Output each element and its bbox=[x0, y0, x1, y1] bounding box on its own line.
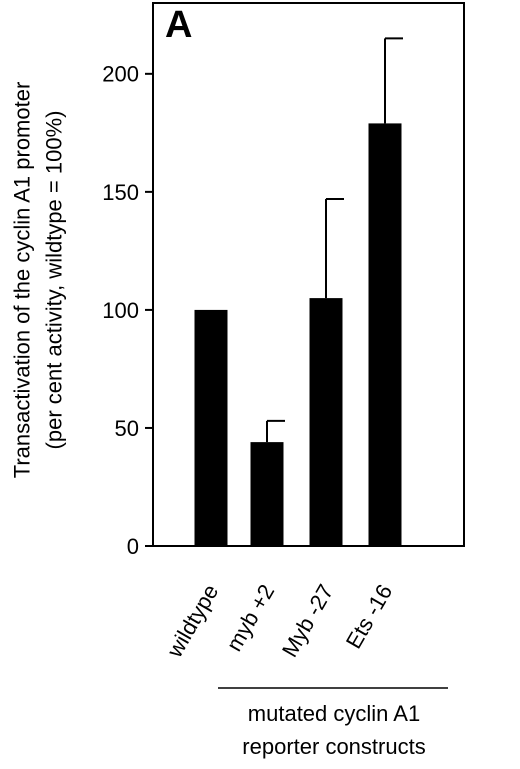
y-tick-label: 0 bbox=[127, 534, 139, 559]
error-bars bbox=[266, 37, 403, 443]
x-axis-title-line-2: reporter constructs bbox=[242, 734, 425, 759]
x-category-label-1: wildtype bbox=[161, 580, 223, 662]
y-tick-label: 200 bbox=[102, 62, 139, 87]
bars bbox=[194, 123, 402, 546]
x-category-label-3: Myb -27 bbox=[277, 580, 338, 661]
x-category-label-4: Ets -16 bbox=[341, 580, 398, 653]
panel-label: A bbox=[165, 4, 192, 46]
x-category-label-2: myb +2 bbox=[221, 580, 279, 656]
y-tick-label: 150 bbox=[102, 180, 139, 205]
y-tick-label: 50 bbox=[115, 416, 139, 441]
y-tick-label: 100 bbox=[102, 298, 139, 323]
y-axis-title-line-2: (per cent activity, wildtype = 100%) bbox=[42, 111, 67, 450]
bar-1 bbox=[194, 309, 228, 546]
bar-2 bbox=[250, 442, 284, 546]
bar-4 bbox=[368, 123, 402, 546]
plot-frame bbox=[152, 2, 465, 547]
y-axis-title-line-1: Transactivation of the cyclin A1 promote… bbox=[10, 82, 35, 479]
y-axis-title: Transactivation of the cyclin A1 promote… bbox=[10, 82, 67, 479]
y-axis-ticks: 0 50 100 150 200 bbox=[102, 62, 153, 559]
bar-3 bbox=[309, 298, 343, 546]
x-axis-title-line-1: mutated cyclin A1 bbox=[248, 701, 420, 726]
